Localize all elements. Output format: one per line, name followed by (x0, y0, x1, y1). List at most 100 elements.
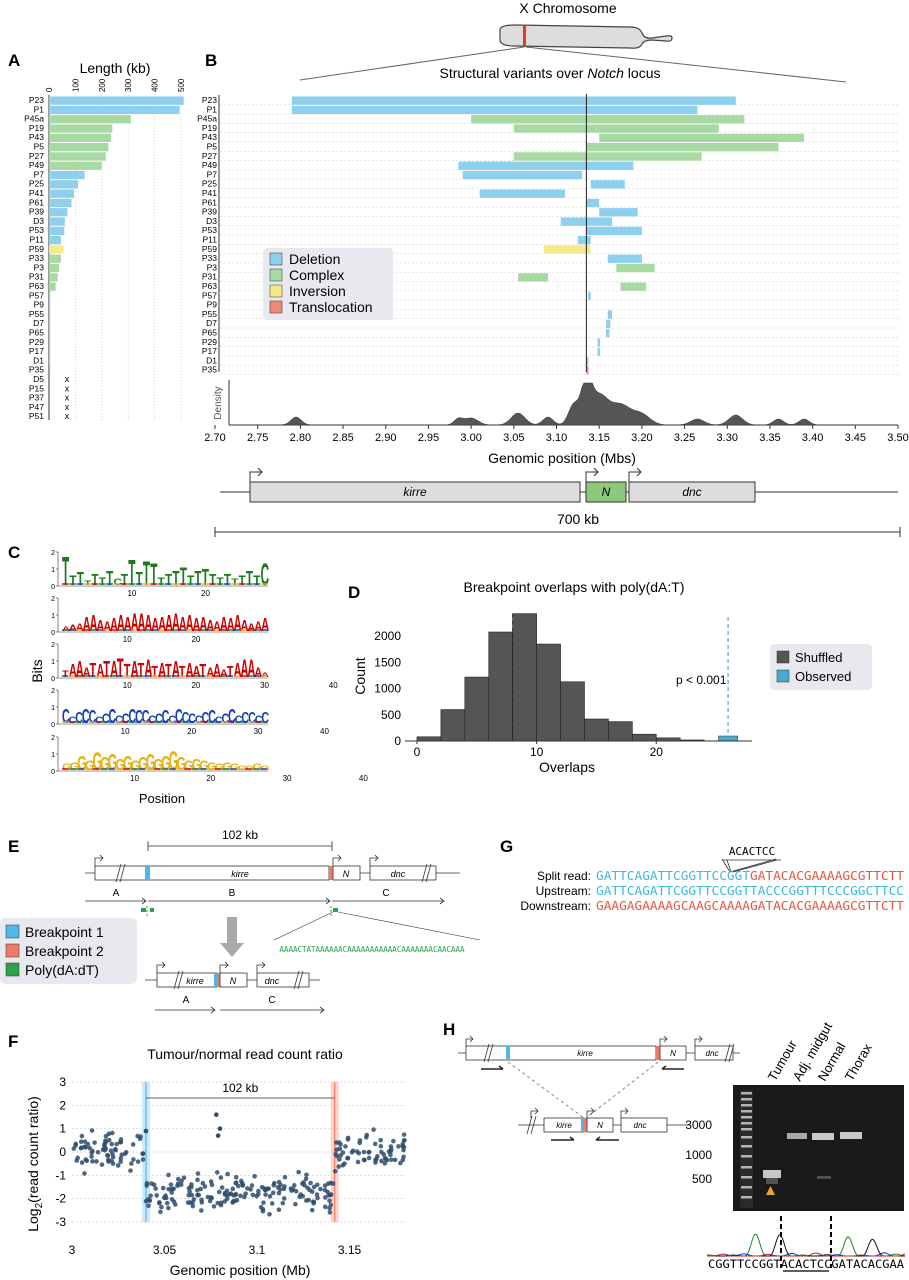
data-point (234, 1198, 240, 1203)
panel-d-histogram: Breakpoint overlaps with poly(dA:T) Coun… (352, 579, 872, 775)
motif-letter: T (209, 570, 217, 588)
panel-a-tick-label: 200 (98, 78, 107, 92)
motif-minor-letter (95, 721, 102, 723)
panel-b-sample-label: P9 (207, 300, 218, 310)
data-point (218, 1200, 224, 1206)
ladder-band (741, 1110, 752, 1113)
motif-letter: A (261, 671, 269, 678)
data-point (164, 1200, 170, 1206)
data-point (298, 1192, 304, 1197)
motif-xtick-label: 10 (127, 589, 136, 598)
motif-minor-letter (144, 629, 151, 631)
data-point (314, 1182, 320, 1188)
motif-letter: A (234, 611, 242, 636)
motif-minor-letter (130, 768, 138, 770)
motif-letter: A (220, 668, 228, 680)
motif-minor-letter (260, 768, 268, 770)
motif-minor-letter (245, 768, 252, 770)
data-point (195, 1177, 200, 1183)
panel-a-bar (49, 208, 68, 217)
motif-letter: T (151, 663, 158, 680)
data-point (130, 1142, 136, 1147)
panel-a-sample-label: P19 (29, 123, 44, 133)
data-point (371, 1127, 376, 1132)
histogram-bar (560, 681, 585, 742)
data-point (178, 1182, 184, 1188)
motif-xtick-label: 30 (254, 727, 263, 736)
panel-f-ytick-label: 0 (59, 1145, 66, 1159)
data-point (401, 1147, 406, 1153)
data-point (309, 1207, 315, 1213)
motif-minor-letter (237, 768, 245, 770)
panel-f-xlabel: Genomic position (Mb) (170, 1262, 311, 1278)
data-point (386, 1149, 392, 1154)
motif-minor-letter (176, 768, 184, 770)
motif-minor-letter (153, 768, 161, 770)
sv-bar (291, 96, 736, 105)
data-point (249, 1183, 255, 1188)
panel-a-sample-label: P5 (34, 142, 45, 152)
motif-minor-letter (206, 768, 214, 770)
tss-arrow-icon (249, 467, 263, 482)
motif-minor-letter (145, 768, 153, 770)
data-point (311, 1184, 317, 1190)
motif-letter: C (261, 557, 269, 593)
transform-arrow (220, 917, 244, 957)
data-point (108, 1148, 114, 1154)
panel-a-sample-label: P11 (30, 235, 45, 245)
motif-letter: G (184, 757, 194, 773)
panel-a-sample-label: P55 (29, 309, 44, 319)
motif-letter: A (261, 615, 269, 636)
alignment-sequence: GATTCAGATTCGGTTCCGGT (596, 869, 750, 883)
motif-letter: T (158, 576, 165, 588)
data-point (209, 1182, 215, 1188)
panel-b-xtick-label: 3.40 (802, 432, 823, 444)
data-point (402, 1137, 407, 1143)
motif-letter: G (222, 760, 232, 772)
panel-a-bar (49, 282, 56, 291)
motif-minor-letter (84, 583, 91, 585)
motif-minor-letter (165, 629, 172, 631)
data-point (92, 1140, 97, 1145)
legend-label-inversion: Inversion (289, 283, 346, 299)
panel-b-title: Structural variants over Notch locus (440, 65, 661, 81)
panel-b-sample-label: P23 (202, 95, 217, 105)
motif-minor-letter (181, 721, 188, 723)
motif-minor-letter (106, 583, 113, 585)
data-point (238, 1193, 243, 1199)
panel-b-sample-label: P3 (207, 262, 218, 272)
motif-letter: A (151, 615, 159, 636)
panel-b-sample-label: P49 (202, 160, 217, 170)
result-segment-a: A (183, 995, 190, 1006)
motif-minor-letter (113, 583, 121, 585)
motif-minor-letter (214, 768, 222, 770)
result-kirre-label: kirre (186, 976, 204, 986)
panel-b-xtick-label: 2.95 (418, 432, 439, 444)
data-point (355, 1159, 361, 1165)
motif-letter: A (131, 657, 139, 682)
data-point (240, 1183, 245, 1188)
data-point (151, 1182, 157, 1188)
data-point (129, 1161, 134, 1166)
data-point (160, 1185, 166, 1191)
data-point (262, 1186, 268, 1191)
data-point (216, 1189, 222, 1195)
sv-bar (607, 310, 612, 319)
panel-a-sample-label: P43 (29, 132, 44, 142)
motif-minor-letter (92, 768, 100, 770)
data-point (175, 1176, 181, 1182)
panel-a-sample-label: P57 (29, 290, 44, 300)
panel-a-bar (49, 273, 58, 282)
data-point (147, 1197, 152, 1203)
panel-b-xtick-label: 2.70 (204, 432, 225, 444)
motif-minor-letter (123, 629, 130, 631)
data-point (135, 1159, 141, 1164)
panel-b-sample-label: P27 (202, 151, 217, 161)
sv-bar (462, 170, 583, 180)
motif-letter: C (128, 705, 136, 728)
motif-ytick-label: 0 (51, 676, 55, 683)
panel-a-sample-label: P25 (29, 179, 44, 189)
motif-letter: A (254, 619, 262, 634)
motif-minor-letter (116, 629, 124, 631)
